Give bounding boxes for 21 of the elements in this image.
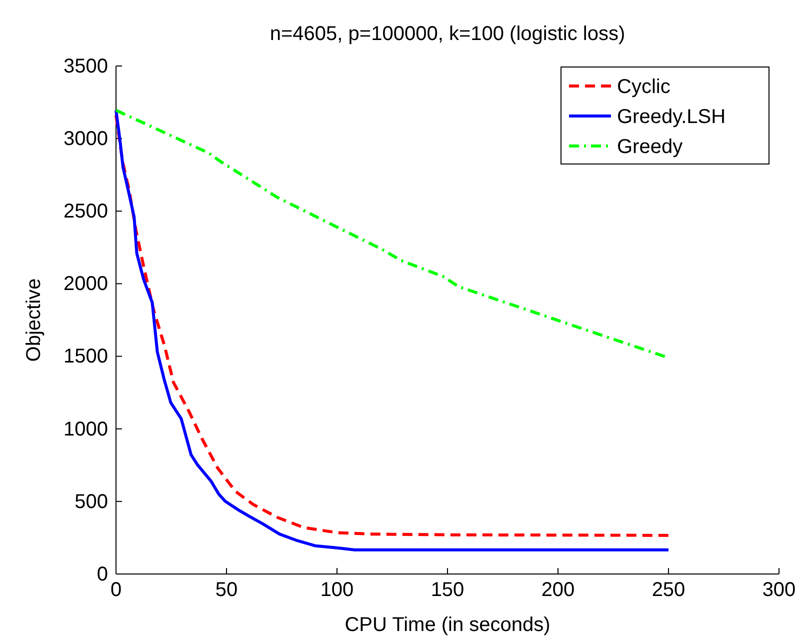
y-tick-label: 2000 bbox=[64, 273, 108, 296]
y-tick-label: 1000 bbox=[64, 418, 108, 440]
legend-label: Greedy.LSH bbox=[617, 106, 726, 128]
legend-label: Cyclic bbox=[617, 76, 670, 98]
y-tick-label: 3000 bbox=[64, 128, 108, 150]
x-tick-label: 0 bbox=[110, 579, 122, 602]
x-tick-label: 100 bbox=[320, 579, 354, 602]
y-tick-label: 0 bbox=[96, 563, 108, 586]
y-tick-label: 1500 bbox=[64, 346, 108, 368]
y-tick-label: 2500 bbox=[64, 200, 108, 223]
chart-title: n=4605, p=100000, k=100 (logistic loss) bbox=[270, 23, 626, 45]
x-tick-label: 150 bbox=[430, 579, 464, 602]
x-tick-label: 50 bbox=[215, 579, 238, 602]
x-tick-label: 300 bbox=[762, 579, 796, 602]
x-tick-label: 250 bbox=[652, 579, 686, 602]
x-tick-label: 200 bbox=[541, 579, 575, 602]
legend-label: Greedy bbox=[617, 136, 683, 158]
x-axis-title: CPU Time (in seconds) bbox=[344, 614, 550, 636]
y-tick-label: 3500 bbox=[64, 55, 108, 78]
y-tick-label: 500 bbox=[74, 490, 108, 513]
y-axis-title: Objective bbox=[23, 278, 45, 362]
